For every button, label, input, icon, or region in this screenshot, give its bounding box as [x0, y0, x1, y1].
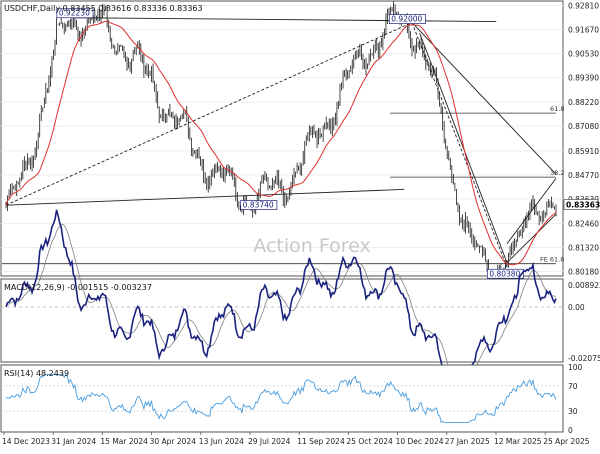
x-tick-label: 31 Jan 2024: [51, 437, 96, 446]
price-y-axis: 0.92810 0.91670 0.90530 0.89390 0.88220 0.870…: [563, 2, 600, 276]
price-y-tick: 0.81320: [568, 243, 599, 252]
price-y-tick: 0.90530: [568, 50, 599, 59]
price-y-tick: 0.91670: [568, 26, 599, 35]
price-y-tick: 0.85910: [568, 147, 599, 156]
current-price-label: 0.83363: [566, 200, 600, 209]
price-label-box: [56, 8, 94, 19]
channel-upper-rise: [506, 213, 557, 263]
channel-low: [419, 32, 508, 263]
rsi-y-tick: 0: [568, 426, 573, 435]
rsi-y-tick: 30: [568, 407, 578, 416]
macd-y-tick: -0.020759: [568, 354, 600, 363]
rsi-y-axis: 100 70 30 0: [568, 363, 583, 435]
macd-y-tick: 0.008923: [568, 281, 600, 290]
x-tick-label: 11 Sep 2024: [297, 437, 345, 446]
price-label-box: [388, 14, 426, 24]
x-tick-label: 27 Jan 2025: [445, 437, 490, 446]
price-panel-title: USDCHF,Daily 0.83455 0.83616 0.83336 0.8…: [4, 4, 203, 13]
fib-level-label: 38.2: [550, 169, 564, 177]
x-tick-label: 13 Jun 2024: [199, 437, 244, 446]
rsi-panel: RSI(14) 48.2439: [0, 364, 564, 433]
price-y-tick: 0.88220: [568, 98, 599, 107]
rsi-y-tick: 70: [568, 382, 578, 391]
price-label-box: [486, 268, 524, 279]
macd-y-axis: 0.008923 0.00 -0.020759: [568, 281, 600, 363]
x-tick-label: 10 Dec 2024: [396, 437, 444, 446]
price-y-tick: 0.89390: [568, 74, 599, 83]
fib-level-label: 61.8: [550, 105, 564, 113]
trendline-resistance: [74, 17, 497, 22]
macd-y-tick: 0.00: [568, 303, 585, 312]
x-tick-label: 25 Oct 2024: [346, 437, 393, 446]
x-tick-label: 30 Apr 2024: [150, 437, 197, 446]
macd-panel: MACD(12,26,9) -0.001515 -0.003237: [0, 209, 564, 409]
price-y-tick: 0.92810: [568, 2, 599, 11]
rsi-line: [5, 373, 557, 424]
x-tick-label: 12 Mar 2025: [494, 437, 542, 446]
fib-level-label: FE 61.8: [540, 256, 564, 264]
price-label: 0.92230: [59, 9, 90, 18]
price-label: 0.92000: [391, 15, 422, 24]
rsi-y-tick: 100: [568, 363, 583, 372]
watermark: Action Forex: [253, 235, 370, 257]
x-tick-label: 29 Jul 2024: [248, 437, 291, 446]
x-tick-label: 25 Apr 2025: [543, 437, 590, 446]
x-tick-label: 14 Dec 2023: [2, 437, 50, 446]
moving-average-line: [5, 20, 557, 266]
current-price-tag: [563, 199, 599, 210]
price-label: 0.83740: [243, 201, 274, 210]
price-y-tick: 0.80180: [568, 267, 599, 276]
channel-lower-rise: [506, 178, 557, 244]
x-axis: 14 Dec 2023 31 Jan 2024 15 Mar 2024 30 Apr …: [2, 432, 590, 446]
price-y-tick: 0.84770: [568, 171, 599, 180]
trendline-support: [5, 188, 405, 206]
dashed-diagonal-down: [411, 22, 508, 268]
price-y-tick: 0.87080: [568, 122, 599, 131]
price-panel: Action Forex 61.8 38.2 FE 61.8 0.92230 0.92…: [0, 0, 564, 288]
price-label-box: [240, 200, 278, 210]
channel-top: [411, 22, 557, 175]
x-tick-label: 15 Mar 2024: [100, 437, 148, 446]
rsi-panel-title: RSI(14) 48.2439: [4, 369, 69, 378]
price-y-tick: 0.82460: [568, 219, 599, 228]
macd-panel-title: MACD(12,26,9) -0.001515 -0.003237: [4, 283, 152, 292]
price-label: 0.80380: [489, 269, 520, 278]
dashed-diagonal-up: [5, 22, 413, 206]
